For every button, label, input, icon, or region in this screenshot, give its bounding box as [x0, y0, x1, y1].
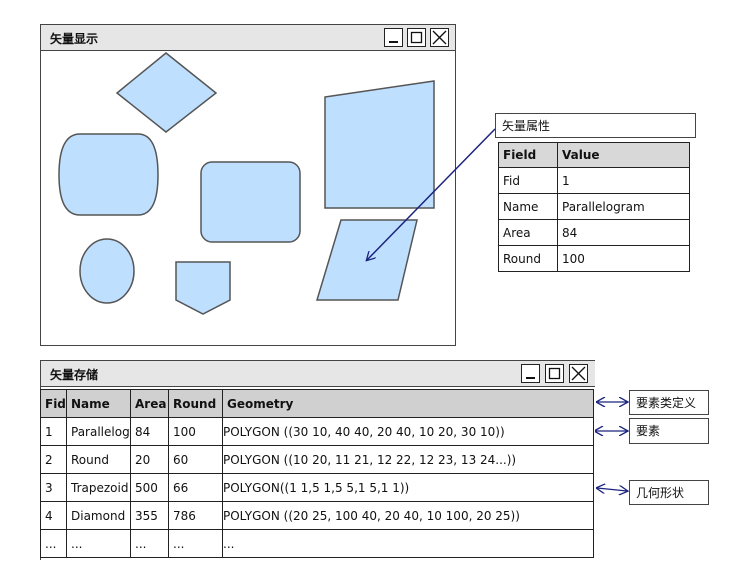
- attribute-field: Fid: [498, 167, 558, 194]
- attribute-header-field: Field: [498, 142, 558, 168]
- table-row[interactable]: 2 Round 20 60 POLYGON ((10 20, 11 21, 12…: [40, 445, 594, 474]
- table-row[interactable]: ... ... ... ... ...: [40, 529, 594, 558]
- geometry-shape-callout: 几何形状: [629, 480, 709, 505]
- attribute-panel-title: 矢量属性: [495, 113, 696, 138]
- attribute-header-row: Field Value: [498, 142, 690, 168]
- attribute-row: Round 100: [498, 245, 690, 272]
- cell-fid: 3: [40, 473, 67, 502]
- maximize-button[interactable]: [545, 364, 564, 383]
- display-window-title: 矢量显示: [50, 32, 99, 46]
- storage-window-title: 矢量存储: [50, 368, 99, 382]
- attribute-field: Name: [498, 193, 558, 220]
- feature-callout: 要素: [629, 418, 709, 444]
- cell-fid: 1: [40, 417, 67, 446]
- maximize-icon: [410, 31, 423, 44]
- feature-class-definition-callout: 要素类定义: [629, 390, 709, 415]
- cell-geometry: POLYGON((1 1,5 1,5 5,1 5,1 1)): [222, 473, 594, 502]
- cell-round: 786: [168, 501, 223, 530]
- cell-name: Trapezoid: [66, 473, 131, 502]
- table-row[interactable]: 1 Parallelogr 84 100 POLYGON ((30 10, 40…: [40, 417, 594, 446]
- maximize-button[interactable]: [407, 28, 426, 47]
- cell-name: ...: [66, 529, 131, 558]
- storage-header-geometry: Geometry: [222, 389, 594, 418]
- minimize-button[interactable]: [521, 364, 540, 383]
- attribute-value: 84: [557, 219, 690, 246]
- cell-geometry: POLYGON ((30 10, 40 40, 20 40, 10 20, 30…: [222, 417, 594, 446]
- attribute-header-value: Value: [557, 142, 690, 168]
- cell-name: Round: [66, 445, 131, 474]
- maximize-icon: [548, 367, 561, 380]
- table-row[interactable]: 3 Trapezoid 500 66 POLYGON((1 1,5 1,5 5,…: [40, 473, 594, 502]
- close-icon: [571, 366, 586, 381]
- minimize-icon: [526, 377, 535, 379]
- cell-fid: 4: [40, 501, 67, 530]
- cell-geometry: POLYGON ((10 20, 11 21, 12 22, 12 23, 13…: [222, 445, 594, 474]
- cell-round: 100: [168, 417, 223, 446]
- cell-name: Diamond: [66, 501, 131, 530]
- cell-round: 66: [168, 473, 223, 502]
- close-icon: [432, 30, 447, 45]
- display-titlebar: 矢量显示: [41, 25, 455, 51]
- attribute-value: Parallelogram: [557, 193, 690, 220]
- close-button[interactable]: [430, 28, 449, 47]
- cell-area: 500: [130, 473, 169, 502]
- cell-geometry: POLYGON ((20 25, 100 40, 20 40, 10 100, …: [222, 501, 594, 530]
- cell-round: 60: [168, 445, 223, 474]
- cell-round: ...: [168, 529, 223, 558]
- cell-fid: 2: [40, 445, 67, 474]
- cell-geometry: ...: [222, 529, 594, 558]
- storage-header-area: Area: [130, 389, 169, 418]
- storage-table: Fid Name Area Round Geometry 1 Parallelo…: [40, 389, 594, 558]
- vector-display-window: 矢量显示: [40, 24, 456, 346]
- geometry-callout-connector: [597, 488, 627, 491]
- attribute-field: Area: [498, 219, 558, 246]
- cell-area: 84: [130, 417, 169, 446]
- cell-area: 20: [130, 445, 169, 474]
- cell-fid: ...: [40, 529, 67, 558]
- storage-header-round: Round: [168, 389, 223, 418]
- attribute-row: Name Parallelogram: [498, 193, 690, 220]
- attribute-field: Round: [498, 245, 558, 272]
- attribute-table: Field Value Fid 1 Name Parallelogram Are…: [498, 142, 690, 272]
- close-button[interactable]: [569, 364, 588, 383]
- attribute-value: 1: [557, 167, 690, 194]
- storage-header-row: Fid Name Area Round Geometry: [40, 389, 594, 418]
- attribute-row: Fid 1: [498, 167, 690, 194]
- storage-header-name: Name: [66, 389, 131, 418]
- attribute-value: 100: [557, 245, 690, 272]
- minimize-icon: [389, 41, 398, 43]
- table-row[interactable]: 4 Diamond 355 786 POLYGON ((20 25, 100 4…: [40, 501, 594, 530]
- cell-area: 355: [130, 501, 169, 530]
- storage-titlebar: 矢量存储: [41, 361, 595, 387]
- minimize-button[interactable]: [384, 28, 403, 47]
- cell-name: Parallelogr: [66, 417, 131, 446]
- attribute-row: Area 84: [498, 219, 690, 246]
- cell-area: ...: [130, 529, 169, 558]
- storage-header-fid: Fid: [40, 389, 67, 418]
